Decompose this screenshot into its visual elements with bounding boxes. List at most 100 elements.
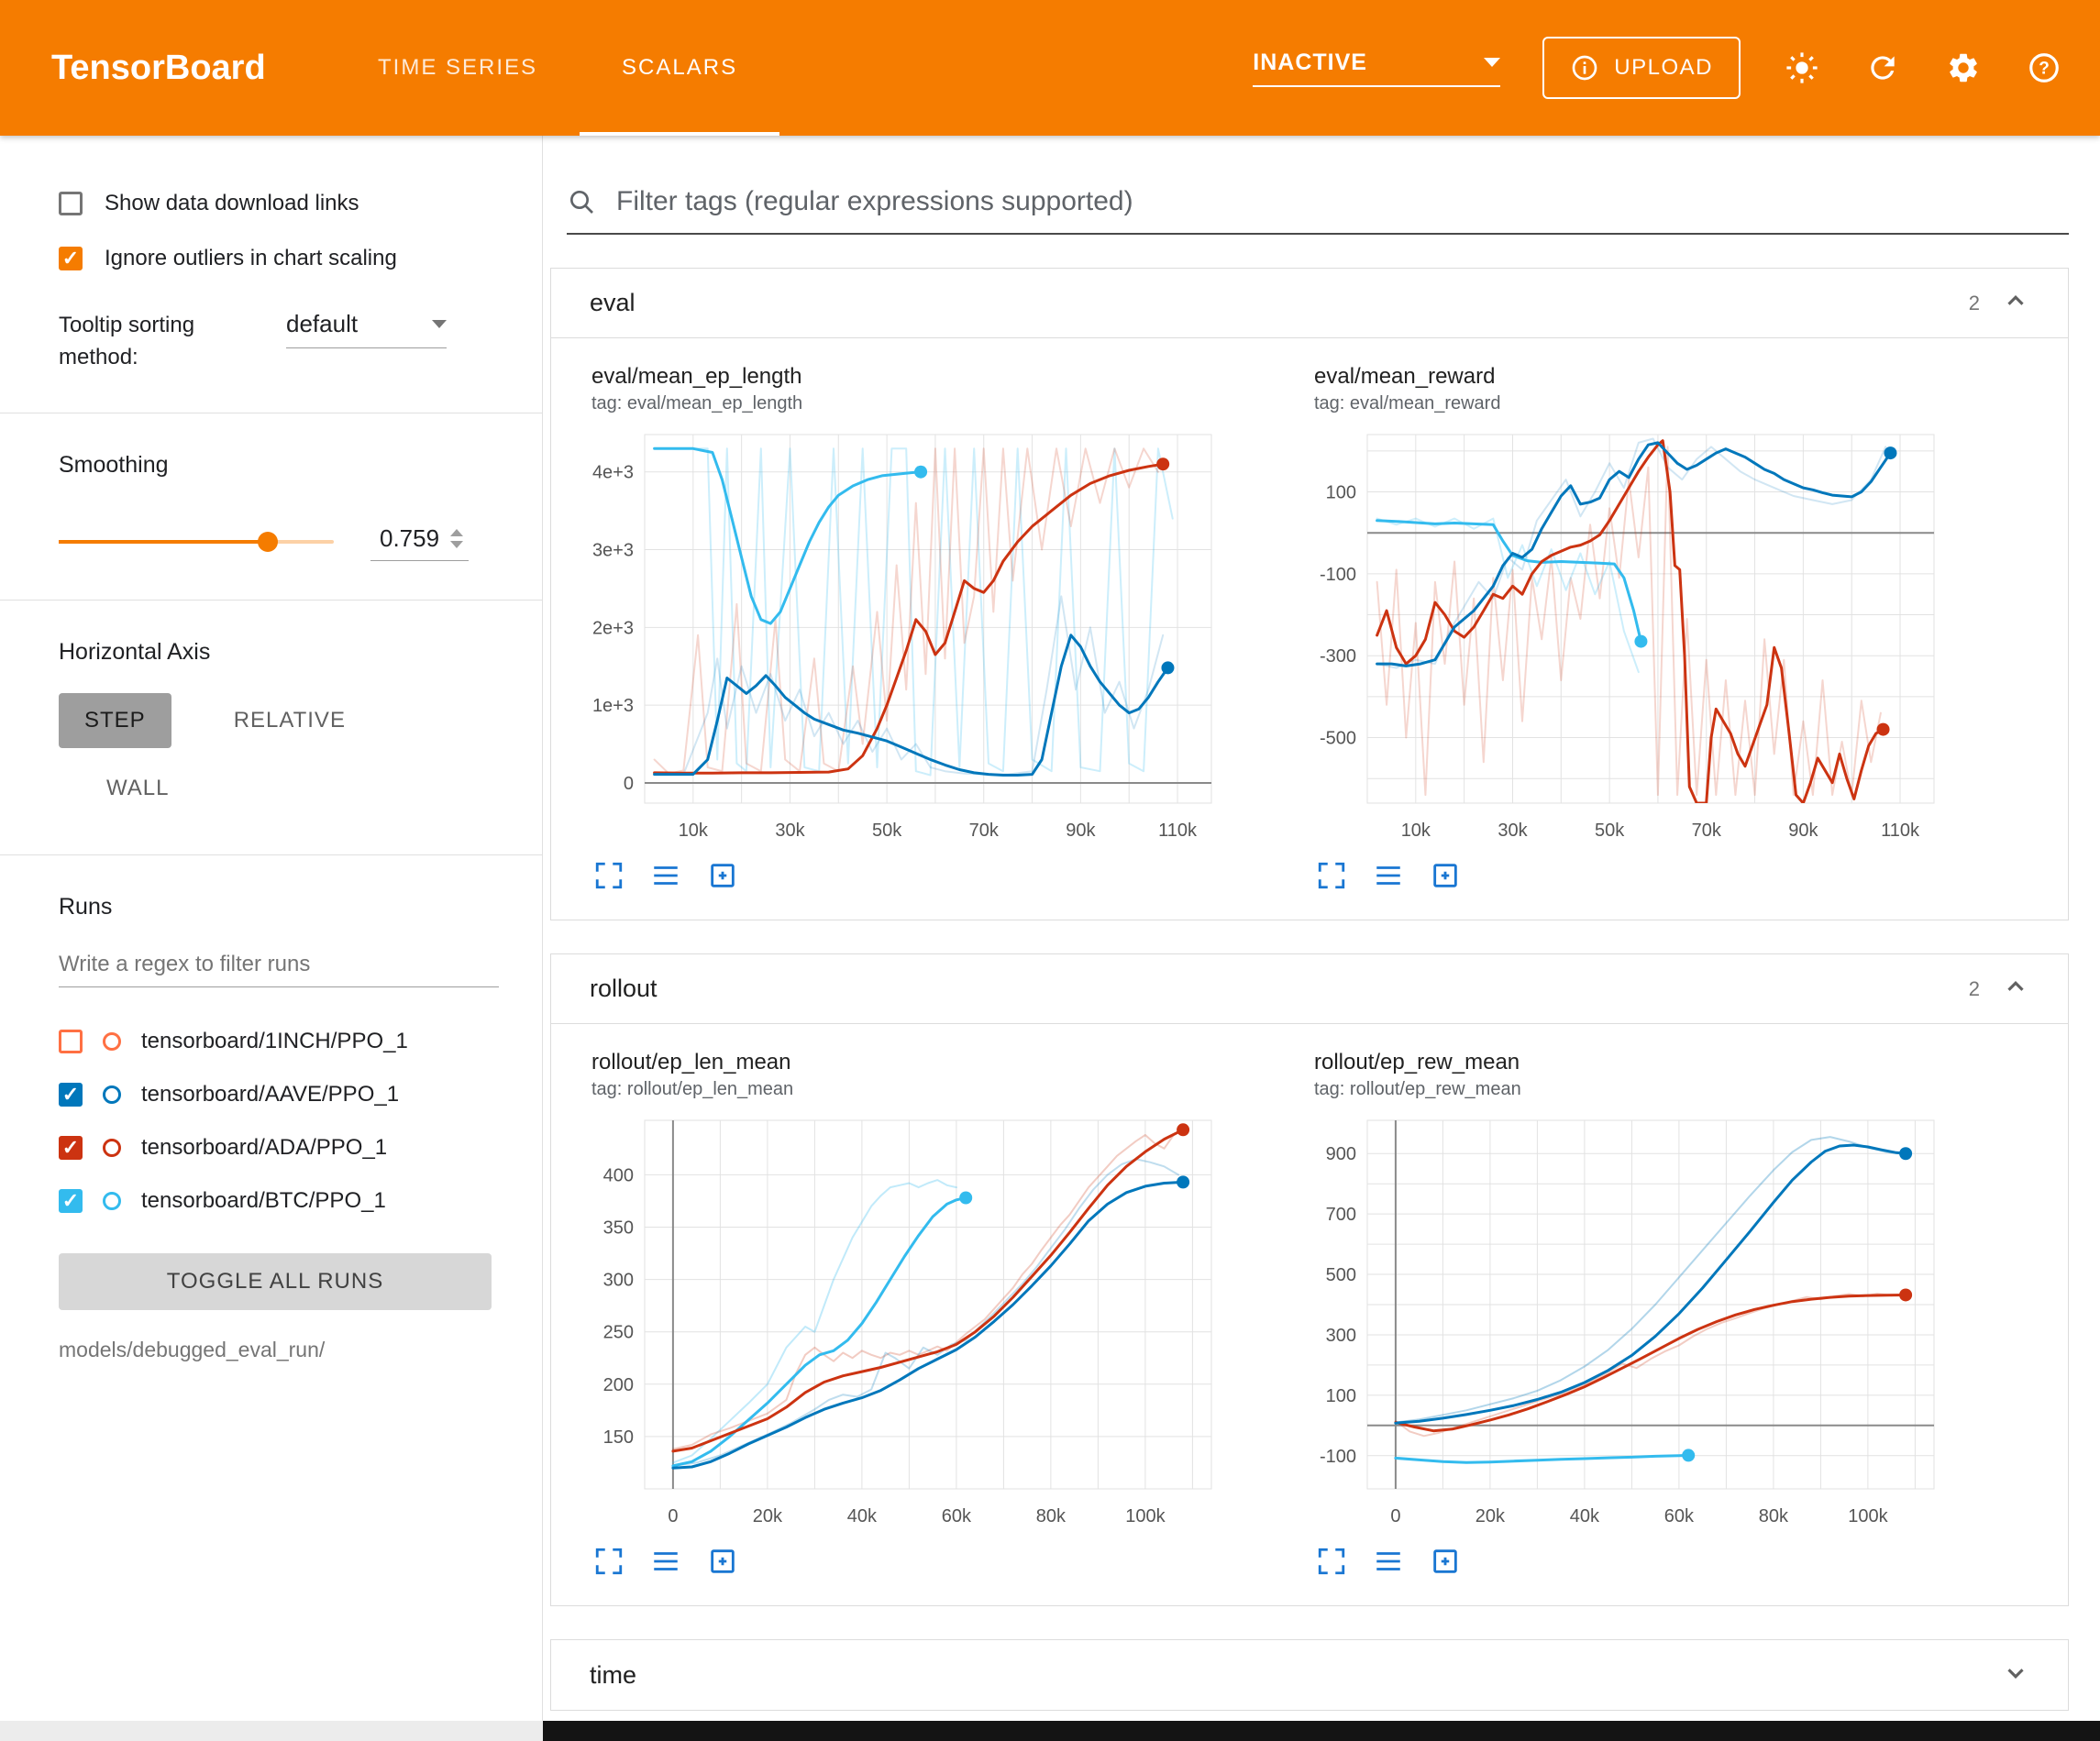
svg-text:20k: 20k	[753, 1506, 783, 1526]
refresh-icon[interactable]	[1863, 49, 1902, 87]
run-row[interactable]: ✓tensorboard/AAVE/PPO_1	[59, 1068, 509, 1121]
chart-card: eval/mean_reward tag: eval/mean_reward 1…	[1288, 364, 1960, 896]
svg-text:3e+3: 3e+3	[592, 541, 634, 561]
chart-title: rollout/ep_rew_mean	[1314, 1050, 1960, 1075]
fit-domain-icon[interactable]	[1430, 1546, 1461, 1581]
svg-text:-100: -100	[1320, 565, 1356, 585]
svg-text:80k: 80k	[1759, 1506, 1789, 1526]
line-chart[interactable]: 020k40k60k80k100k150200250300350400	[566, 1107, 1226, 1538]
stepper-down-icon[interactable]	[450, 541, 463, 548]
line-chart[interactable]: 10k30k50k70k90k110k01e+32e+33e+34e+3	[566, 422, 1226, 853]
run-checkbox[interactable]: ✓	[59, 1083, 83, 1107]
section-rollout: rollout 2 rollout/ep_len_mean tag: rollo…	[550, 953, 2069, 1606]
run-row[interactable]: ✓tensorboard/BTC/PPO_1	[59, 1174, 509, 1228]
main-tabs: TIME SERIES SCALARS	[336, 0, 779, 136]
section-time: time	[550, 1639, 2069, 1711]
upload-info-icon	[1570, 53, 1599, 83]
runs-list-icon[interactable]	[1373, 860, 1404, 896]
expand-chart-icon[interactable]	[1316, 1546, 1347, 1581]
section-eval-charts: eval/mean_ep_length tag: eval/mean_ep_le…	[551, 338, 2068, 920]
svg-text:400: 400	[603, 1165, 634, 1185]
svg-text:0: 0	[624, 774, 634, 794]
svg-text:90k: 90k	[1066, 821, 1096, 841]
svg-text:50k: 50k	[1595, 821, 1625, 841]
svg-text:30k: 30k	[775, 821, 805, 841]
svg-text:4e+3: 4e+3	[592, 463, 634, 483]
toggle-all-runs-button[interactable]: TOGGLE ALL RUNS	[59, 1253, 492, 1310]
svg-text:70k: 70k	[1692, 821, 1722, 841]
svg-text:-100: -100	[1320, 1447, 1356, 1467]
svg-text:700: 700	[1326, 1205, 1356, 1225]
app-title: TensorBoard	[51, 49, 336, 88]
ignore-outliers-row[interactable]: ✓ Ignore outliers in chart scaling	[59, 231, 509, 286]
stepper-icon[interactable]	[450, 529, 463, 548]
status-dropdown[interactable]: INACTIVE	[1253, 50, 1500, 87]
section-time-header[interactable]: time	[551, 1640, 2068, 1710]
runs-path-label: models/debugged_eval_run/	[59, 1338, 509, 1362]
runs-list-icon[interactable]	[650, 860, 681, 896]
line-chart[interactable]: 10k30k50k70k90k110k100-100-300-500	[1288, 422, 1949, 853]
run-row[interactable]: ✓ tensorboard/ADA/PPO_1	[59, 1121, 509, 1174]
expand-chart-icon[interactable]	[1316, 860, 1347, 896]
brightness-icon[interactable]	[1783, 49, 1821, 87]
chevron-down-icon[interactable]	[2002, 1659, 2029, 1691]
svg-text:60k: 60k	[1664, 1506, 1695, 1526]
run-color-radio[interactable]	[103, 1085, 121, 1104]
run-label: tensorboard/1INCH/PPO_1	[141, 1029, 408, 1054]
fit-domain-icon[interactable]	[707, 1546, 738, 1581]
runs-filter-input[interactable]	[59, 942, 499, 987]
chart-card: rollout/ep_len_mean tag: rollout/ep_len_…	[566, 1050, 1237, 1581]
svg-text:90k: 90k	[1788, 821, 1818, 841]
ignore-outliers-checkbox[interactable]: ✓	[59, 247, 83, 270]
upload-button[interactable]: UPLOAD	[1542, 37, 1741, 99]
fit-domain-icon[interactable]	[707, 860, 738, 896]
run-color-radio[interactable]	[103, 1032, 121, 1051]
tab-time-series[interactable]: TIME SERIES	[336, 0, 580, 136]
chevron-up-icon[interactable]	[2002, 287, 2029, 319]
stepper-up-icon[interactable]	[450, 529, 463, 536]
expand-chart-icon[interactable]	[593, 860, 624, 896]
search-icon	[567, 187, 596, 216]
show-download-links-checkbox[interactable]	[59, 192, 83, 215]
expand-chart-icon[interactable]	[593, 1546, 624, 1581]
run-checkbox[interactable]	[59, 1030, 83, 1053]
smoothing-slider[interactable]	[59, 540, 334, 544]
svg-text:-300: -300	[1320, 646, 1356, 667]
tooltip-sorting-dropdown[interactable]: default	[286, 310, 447, 348]
smoothing-value-input[interactable]: 0.759	[370, 523, 469, 561]
svg-text:100: 100	[1326, 483, 1356, 503]
runs-list-icon[interactable]	[650, 1546, 681, 1581]
fit-domain-icon[interactable]	[1430, 860, 1461, 896]
svg-text:40k: 40k	[847, 1506, 878, 1526]
settings-gear-icon[interactable]	[1944, 49, 1983, 87]
axis-step-button[interactable]: STEP	[59, 693, 171, 748]
app-header: TensorBoard TIME SERIES SCALARS INACTIVE…	[0, 0, 2100, 136]
chevron-up-icon[interactable]	[2002, 973, 2029, 1005]
section-rollout-charts: rollout/ep_len_mean tag: rollout/ep_len_…	[551, 1024, 2068, 1605]
line-chart[interactable]: 020k40k60k80k100k-100100300500700900	[1288, 1107, 1949, 1538]
smoothing-slider-thumb[interactable]	[258, 532, 278, 552]
help-icon[interactable]: ?	[2025, 49, 2063, 87]
run-row[interactable]: tensorboard/1INCH/PPO_1	[59, 1015, 509, 1068]
axis-wall-button[interactable]: WALL	[81, 761, 194, 816]
chart-actions	[1316, 860, 1960, 896]
svg-text:110k: 110k	[1881, 821, 1920, 841]
section-eval-header[interactable]: eval 2	[551, 269, 2068, 338]
section-rollout-header[interactable]: rollout 2	[551, 954, 2068, 1024]
runs-label: Runs	[59, 894, 509, 920]
svg-text:30k: 30k	[1498, 821, 1528, 841]
runs-list-icon[interactable]	[1373, 1546, 1404, 1581]
svg-text:200: 200	[603, 1375, 634, 1395]
run-color-radio[interactable]	[103, 1139, 121, 1157]
svg-text:40k: 40k	[1570, 1506, 1600, 1526]
run-label: tensorboard/ADA/PPO_1	[141, 1135, 387, 1161]
show-download-links-row[interactable]: Show data download links	[59, 176, 509, 231]
filter-tags-input[interactable]	[614, 185, 2069, 218]
show-download-links-label: Show data download links	[105, 191, 359, 216]
run-checkbox[interactable]: ✓	[59, 1189, 83, 1213]
axis-relative-button[interactable]: RELATIVE	[208, 693, 371, 748]
svg-text:250: 250	[603, 1323, 634, 1343]
tab-scalars[interactable]: SCALARS	[580, 0, 779, 136]
run-checkbox[interactable]: ✓	[59, 1136, 83, 1160]
run-color-radio[interactable]	[103, 1192, 121, 1210]
